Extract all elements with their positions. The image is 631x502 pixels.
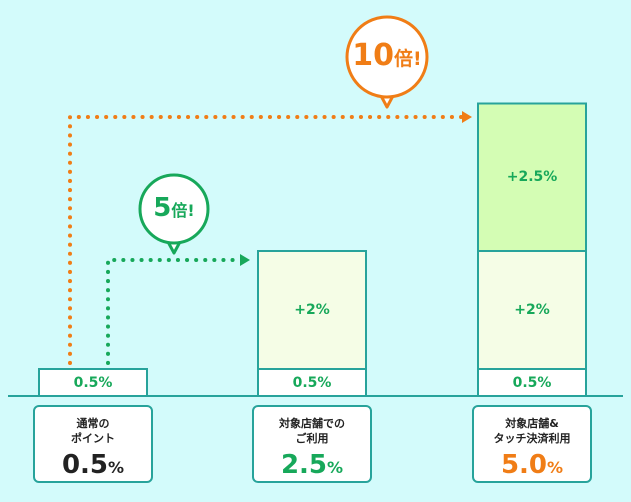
total-rate: 0.5% xyxy=(35,451,151,482)
bar-label-2-1: +2% xyxy=(514,302,550,318)
bar-segment-1-0 xyxy=(257,368,367,397)
multiplier-bubble-1: 10倍! xyxy=(347,41,427,71)
multiplier-suffix: 倍! xyxy=(171,201,195,220)
arrow-head-0 xyxy=(240,254,250,266)
total-rate-unit: % xyxy=(108,458,125,477)
multiplier-suffix: 倍! xyxy=(394,48,422,70)
bubble-circle-1 xyxy=(345,15,429,99)
bar-segment-1-1 xyxy=(257,250,367,370)
total-rate-number: 0.5 xyxy=(61,450,109,480)
total-rate-number: 2.5 xyxy=(280,450,328,480)
bar-label-2-0: 0.5% xyxy=(512,374,552,391)
bar-label-2-2: +2.5% xyxy=(506,169,558,186)
bar-segment-2-1 xyxy=(477,250,587,370)
bar-label-0-0: 0.5% xyxy=(73,374,113,391)
multiplier-number: 5 xyxy=(153,193,172,223)
dotted-arrow-line-0 xyxy=(106,258,242,365)
total-rate: 5.0% xyxy=(474,451,590,482)
category-label: 対象店舗& タッチ決済利用 xyxy=(493,417,571,445)
total-rate-unit: % xyxy=(327,458,344,477)
bar-label-1-1: +2% xyxy=(294,302,330,318)
bar-segment-2-0 xyxy=(477,368,587,397)
bubble-circle-0 xyxy=(138,173,210,245)
category-label: 対象店舗での ご利用 xyxy=(279,417,345,445)
category-card-0: 通常の ポイント 0.5% xyxy=(33,405,153,483)
category-card-2: 対象店舗& タッチ決済利用 5.0% xyxy=(472,405,592,483)
dotted-arrow-line-1 xyxy=(68,115,464,365)
bar-segment-2-2 xyxy=(477,102,587,252)
category-label: 通常の ポイント xyxy=(71,417,115,445)
total-rate-number: 5.0 xyxy=(500,450,548,480)
category-card-1: 対象店舗での ご利用 2.5% xyxy=(252,405,372,483)
total-rate-unit: % xyxy=(547,458,564,477)
arrow-head-1 xyxy=(462,111,472,123)
total-rate: 2.5% xyxy=(254,451,370,482)
multiplier-number: 10 xyxy=(352,38,395,73)
bar-segment-0-0 xyxy=(38,368,148,397)
bar-label-1-0: 0.5% xyxy=(292,374,332,391)
multiplier-bubble-0: 5倍! xyxy=(140,195,208,221)
